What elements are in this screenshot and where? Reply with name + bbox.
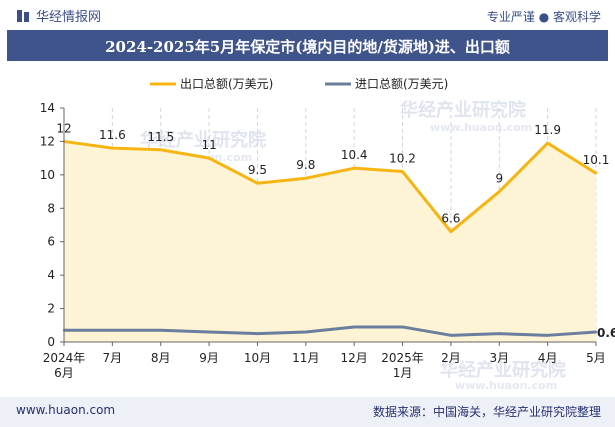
import-point	[111, 329, 114, 332]
import-data-label: 0.6	[597, 326, 615, 340]
export-line	[63, 139, 597, 234]
footer: www.huaon.com 数据来源：中国海关，华经产业研究院整理	[0, 397, 615, 427]
top-bar: 华经情报网 专业严谨 ● 客观科学	[0, 0, 615, 30]
y-tick-label: 2	[47, 302, 55, 316]
x-tick-label: 1月	[393, 366, 413, 380]
y-tick-label: 0	[47, 335, 55, 349]
export-data-label: 10.2	[389, 152, 416, 166]
import-point	[546, 334, 549, 337]
chart-title: 2024-2025年5月年保定市(境内目的地/货源地)进、出口额	[105, 38, 510, 56]
watermark-url: www.huaon.com	[430, 121, 532, 134]
import-point	[207, 330, 211, 334]
y-tick-label: 14	[40, 101, 55, 115]
export-point	[401, 170, 404, 173]
watermark: 华经产业研究院	[440, 359, 566, 381]
export-data-label: 9	[495, 172, 503, 186]
export-data-label: 11.6	[99, 128, 126, 142]
y-tick-label: 6	[47, 235, 55, 249]
watermark-url: www.huaon.com	[455, 379, 557, 392]
export-data-label: 9.8	[296, 158, 315, 172]
import-line	[64, 325, 597, 337]
y-tick-label: 8	[47, 201, 55, 215]
footer-source: 数据来源：中国海关，华经产业研究院整理	[372, 405, 601, 419]
chart: 华经产业研究院华经产业研究院华经产业研究院www.huaon.comwww.hu…	[40, 77, 615, 392]
export-data-label: 6.6	[441, 212, 460, 226]
x-tick-label: 2月	[441, 351, 461, 365]
x-tick-label: 4月	[538, 351, 558, 365]
footer-site: www.huaon.com	[16, 403, 116, 417]
legend-label-import: 进口总额(万美元)	[355, 77, 448, 91]
import-point	[304, 330, 308, 334]
import-point	[594, 330, 598, 334]
export-point	[498, 190, 501, 193]
brand-name: 华经情报网	[36, 10, 102, 25]
x-tick-label: 9月	[199, 351, 219, 365]
export-point	[256, 182, 259, 185]
import-point	[159, 329, 162, 332]
legend-label-export: 出口总额(万美元)	[180, 77, 273, 91]
import-point	[401, 325, 404, 329]
export-data-label: 11.9	[534, 123, 561, 137]
y-tick-label: 12	[40, 134, 55, 148]
watermark-layer: 华经产业研究院华经产业研究院华经产业研究院www.huaon.comwww.hu…	[140, 99, 566, 392]
x-tick-label: 2025年	[381, 351, 424, 365]
title-bar: 2024-2025年5月年保定市(境内目的地/货源地)进、出口额	[7, 30, 608, 61]
export-point	[304, 177, 308, 180]
export-point	[352, 166, 356, 170]
x-tick-label: 5月	[586, 351, 606, 365]
watermark: 华经产业研究院	[400, 99, 526, 121]
x-tick-label: 11月	[292, 351, 319, 365]
export-point	[159, 148, 162, 151]
data-labels: 12 11.6 11.5 11 9.5 9.8 10.4 10.2 6.6 9 11.9 10.1 0.…	[56, 121, 615, 340]
import-point	[256, 332, 259, 335]
export-data-label: 11	[201, 138, 216, 152]
x-tick-label: 8月	[151, 351, 171, 365]
export-point	[207, 156, 211, 160]
x-tick-label: 2024年	[43, 351, 86, 365]
export-point	[594, 171, 598, 175]
legend: 出口总额(万美元) 进口总额(万美元)	[150, 77, 448, 91]
watermark: 华经产业研究院	[140, 129, 266, 151]
export-area-fill	[64, 141, 596, 342]
x-tick-label: 7月	[103, 351, 123, 365]
export-data-label: 11.5	[147, 130, 174, 144]
x-tick-label: 6月	[54, 366, 74, 380]
export-area	[64, 141, 596, 342]
import-point	[498, 332, 501, 335]
export-point	[449, 230, 453, 233]
y-tick-label: 4	[47, 268, 55, 282]
export-point	[546, 141, 549, 145]
x-tick-label: 12月	[341, 351, 368, 365]
x-tick-label: 10月	[244, 351, 271, 365]
export-data-label: 10.4	[341, 148, 368, 162]
export-data-label: 12	[56, 121, 71, 135]
x-tick-label: 3月	[489, 351, 509, 365]
y-tick-label: 10	[40, 168, 55, 182]
export-data-label: 9.5	[248, 163, 267, 177]
import-point	[449, 334, 453, 337]
tagline: 专业严谨 ● 客观科学	[486, 10, 601, 24]
export-data-label: 10.1	[583, 153, 610, 167]
import-point	[352, 325, 356, 329]
export-point	[111, 146, 114, 150]
brand-logo-icon	[17, 9, 29, 22]
brand: 华经情报网	[16, 6, 101, 25]
